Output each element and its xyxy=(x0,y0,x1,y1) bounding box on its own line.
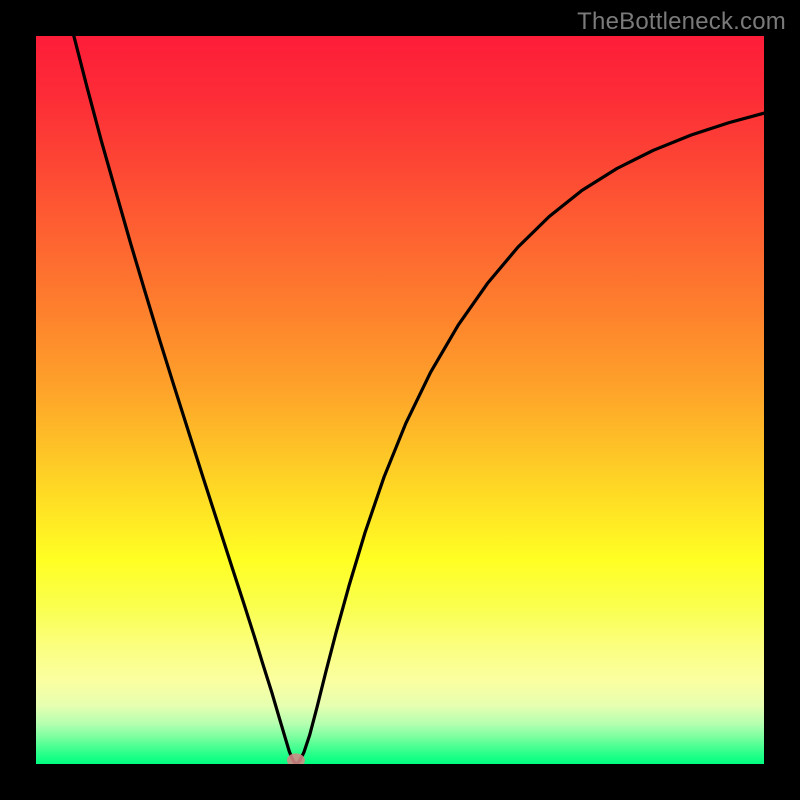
watermark-text: TheBottleneck.com xyxy=(577,8,786,36)
plot-area xyxy=(36,36,764,764)
plot-background xyxy=(36,36,764,764)
chart-frame: TheBottleneck.com xyxy=(0,0,800,800)
plot-svg xyxy=(36,36,764,764)
